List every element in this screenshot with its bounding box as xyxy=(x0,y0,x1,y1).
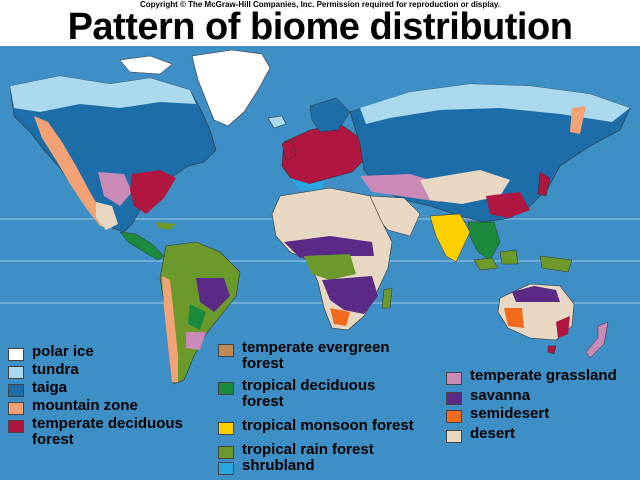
legend-item-desert: desert xyxy=(446,426,515,443)
na-arctic-islands xyxy=(119,55,173,75)
tasmania xyxy=(547,345,557,355)
asia-desert xyxy=(420,170,510,204)
legend-item-tropical-monsoon-forest: tropical monsoon forest xyxy=(218,418,414,435)
legend-item-temperate-deciduous-forest: temperate deciduous forest xyxy=(8,416,183,448)
legend-label-temperate-grassland: temperate grassland xyxy=(470,367,617,384)
temperate-deciduous-forest-swatch xyxy=(8,420,24,433)
legend-item-tropical-rain-forest: tropical rain forest xyxy=(218,442,374,459)
legend-label-shrubland: shrubland xyxy=(242,457,315,474)
mediterranean-shrub xyxy=(290,178,326,190)
legend-label-tropical-deciduous-forest-line1: tropical deciduous xyxy=(242,377,376,394)
africa-savanna-north xyxy=(284,236,374,258)
legend-label-desert: desert xyxy=(470,425,516,442)
legend-label-temperate-evergreen-forest-line1: temperate evergreen xyxy=(242,339,390,356)
map-title: Pattern of biome distribution xyxy=(67,6,573,48)
kamchatka-mountains xyxy=(570,106,586,134)
legend-label-tropical-rain-forest: tropical rain forest xyxy=(242,441,374,458)
sa-deciduous xyxy=(188,304,206,330)
british-isles xyxy=(281,139,297,161)
india xyxy=(429,213,471,263)
shrubland-swatch xyxy=(218,462,234,475)
world-map xyxy=(0,46,640,480)
legend-label-temperate-deciduous-forest-line1: temperate deciduous xyxy=(32,415,183,432)
legend-label-tropical-deciduous-forest: tropical deciduous forest xyxy=(242,378,375,410)
indonesia-1 xyxy=(473,257,499,271)
legend-label-temperate-evergreen-forest: temperate evergreen forest xyxy=(242,340,390,372)
africa-savanna-south xyxy=(322,276,378,314)
indonesia-2 xyxy=(499,249,519,265)
legend-label-tropical-monsoon-forest: tropical monsoon forest xyxy=(242,417,414,434)
semidesert-swatch xyxy=(446,410,462,423)
sa-andes xyxy=(162,276,178,382)
asia-tundra xyxy=(360,84,630,124)
legend-item-semidesert: semidesert xyxy=(446,406,549,423)
legend-label-semidesert: semidesert xyxy=(470,405,550,422)
legend-item-taiga: taiga xyxy=(8,380,67,397)
legend-item-polar-ice: polar ice xyxy=(8,344,94,361)
temperate-evergreen-forest-swatch xyxy=(218,344,234,357)
greenland xyxy=(191,49,271,127)
mountain-zone-swatch xyxy=(8,402,24,415)
temperate-grassland-swatch xyxy=(446,372,462,385)
australia-deciduous xyxy=(556,316,570,338)
na-desert xyxy=(96,202,118,230)
polar-ice-swatch xyxy=(8,348,24,361)
legend-label-taiga: taiga xyxy=(32,379,68,396)
legend-item-tundra: tundra xyxy=(8,362,79,379)
new-zealand xyxy=(585,321,609,359)
legend-label-polar-ice: polar ice xyxy=(32,343,94,360)
legend-item-temperate-evergreen-forest: temperate evergreen forest xyxy=(218,340,390,372)
legend-label-savanna: savanna xyxy=(470,387,531,404)
legend-label-mountain-zone: mountain zone xyxy=(32,397,138,414)
na-grassland xyxy=(98,172,132,206)
savanna-swatch xyxy=(446,392,462,405)
tundra-swatch xyxy=(8,366,24,379)
taiga-swatch xyxy=(8,384,24,397)
legend-item-mountain-zone: mountain zone xyxy=(8,398,138,415)
legend-label-tundra: tundra xyxy=(32,361,79,378)
scandinavia xyxy=(309,97,351,133)
central-america xyxy=(119,231,165,261)
world-map-canvas xyxy=(0,46,640,480)
legend-label-temperate-evergreen-forest-line2: forest xyxy=(242,355,284,372)
tropical-deciduous-forest-swatch xyxy=(218,382,234,395)
sa-savanna xyxy=(196,278,230,312)
africa-semidesert xyxy=(330,308,350,326)
map-legend: polar ice tundra taiga mountain zone tem… xyxy=(0,336,640,480)
legend-label-tropical-deciduous-forest-line2: forest xyxy=(242,393,284,410)
legend-item-savanna: savanna xyxy=(446,388,530,405)
legend-label-temperate-deciduous-forest: temperate deciduous forest xyxy=(32,416,183,448)
asia-deciduous xyxy=(486,192,530,218)
na-deciduous xyxy=(130,170,176,214)
tropical-rain-forest-swatch xyxy=(218,446,234,459)
tropical-monsoon-forest-swatch xyxy=(218,422,234,435)
australia-semidesert xyxy=(504,308,524,328)
japan xyxy=(537,171,551,197)
legend-item-temperate-grassland: temperate grassland xyxy=(446,368,617,385)
madagascar xyxy=(381,287,393,309)
na-tundra xyxy=(10,76,196,112)
africa-rainforest xyxy=(304,254,356,280)
sa-grassland xyxy=(186,332,206,350)
copyright-notice: Copyright © The McGraw-Hill Companies, I… xyxy=(139,0,501,9)
iceland xyxy=(267,115,287,129)
legend-item-tropical-deciduous-forest: tropical deciduous forest xyxy=(218,378,375,410)
australia-savanna xyxy=(512,286,560,302)
na-mountains xyxy=(34,116,112,228)
legend-label-temperate-deciduous-forest-line2: forest xyxy=(32,431,74,448)
desert-swatch xyxy=(446,430,462,443)
legend-item-shrubland: shrubland xyxy=(218,458,315,475)
new-guinea xyxy=(539,255,573,273)
caribbean xyxy=(156,222,176,230)
